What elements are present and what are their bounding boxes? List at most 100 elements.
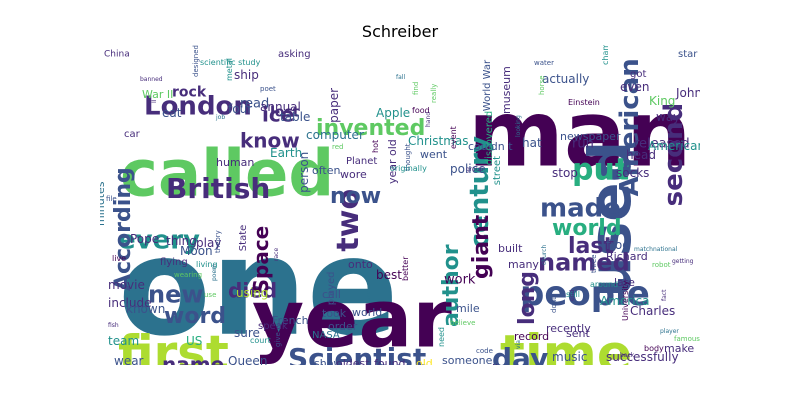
cloud-word: King [649, 94, 675, 108]
cloud-word: work [444, 273, 476, 288]
cloud-word-small: famous [674, 335, 700, 343]
cloud-word: long [515, 271, 540, 325]
cloud-word: street [492, 156, 503, 185]
cloud-word: line [492, 362, 512, 365]
cloud-word-small: three [590, 254, 598, 273]
cloud-word: British [166, 172, 270, 205]
cloud-word: put [572, 153, 629, 188]
cloud-word-small: food [412, 106, 430, 115]
cloud-word: discovered [484, 111, 495, 165]
cloud-word: paper [327, 88, 341, 123]
cloud-word: every [118, 225, 200, 255]
cloud-word: rock [172, 84, 207, 100]
cloud-word: Space [249, 226, 273, 294]
cloud-word: way [656, 110, 680, 124]
cloud-word: Christmas [408, 134, 469, 148]
cloud-word-small: better [401, 256, 410, 281]
cloud-word-small: fish [108, 322, 119, 329]
cloud-word: ship [234, 68, 259, 82]
cloud-word-small: originally [390, 164, 427, 173]
cloud-word: head [626, 148, 656, 162]
cloud-word: Queen [228, 354, 267, 365]
cloud-word: world [552, 216, 622, 241]
cloud-word: asking [278, 49, 311, 60]
cloud-word: star [678, 49, 698, 60]
cloud-word: person [297, 152, 311, 193]
cloud-word: oldest [336, 357, 370, 365]
cloud-word: now [330, 184, 381, 209]
cloud-word-small: still [566, 290, 580, 299]
cloud-word: US [186, 334, 202, 348]
cloud-word-small: II [151, 99, 158, 103]
cloud-word-small: job [215, 114, 225, 121]
cloud-word: released [634, 137, 690, 152]
cloud-word: know [240, 128, 300, 152]
cloud-word: call [322, 288, 341, 301]
cloud-word: people [520, 274, 650, 314]
cloud-word: onto [348, 258, 373, 271]
cloud-word: best [376, 268, 402, 282]
cloud-word-small: body [644, 344, 664, 353]
cloud-word-small: University [621, 280, 630, 321]
cloud-word-small: water [534, 59, 554, 67]
cloud-word-small: red [332, 143, 343, 151]
cloud-word: invented [316, 116, 425, 141]
cloud-word: record [514, 330, 549, 343]
cloud-word: Moon [180, 244, 213, 258]
cloud-word: couldn t [468, 140, 513, 153]
cloud-word-small: poet [260, 85, 276, 93]
cloud-word-small: end [569, 290, 576, 301]
cloud-word: French [272, 314, 309, 327]
cloud-word-small: court [250, 336, 271, 345]
cloud-word: new [148, 281, 204, 309]
cloud-word: day [492, 342, 548, 365]
cloud-word: built [498, 242, 523, 255]
cloud-word: America [600, 294, 650, 308]
cloud-word: second [659, 103, 689, 207]
cloud-word-small: wearing [174, 271, 202, 279]
cloud-word: one [118, 209, 398, 365]
cloud-word-small: group [466, 166, 484, 173]
cloud-word-small: getting [672, 258, 694, 265]
cloud-word: music [552, 350, 587, 364]
cloud-word-small: believe [450, 319, 475, 327]
cloud-word: socks [616, 166, 649, 180]
cloud-word-small: need [437, 327, 446, 347]
cloud-word: computer [306, 128, 364, 142]
cloud-word: two [331, 189, 366, 252]
cloud-word: successfully [606, 350, 679, 364]
cloud-word: even [620, 80, 649, 94]
cloud-word-small: thought [404, 143, 412, 171]
cloud-word: minutes [100, 181, 107, 226]
cloud-word: played [326, 272, 337, 306]
cloud-word: died [228, 278, 277, 302]
cloud-word-small: code [476, 347, 493, 355]
cloud-word: sure [234, 326, 260, 340]
cloud-word: wore [340, 168, 367, 181]
cloud-word: order [328, 320, 358, 333]
cloud-word-small: poem [211, 264, 218, 281]
cloud-word-small: hot [371, 140, 380, 153]
cloud-word: John [675, 86, 700, 100]
cloud-word: play [196, 236, 221, 250]
cloud-word: giant [469, 214, 494, 279]
cloud-word: include [108, 296, 151, 310]
cloud-word-small: back [620, 352, 635, 359]
cloud-word: actually [542, 72, 589, 86]
cloud-word: year old [386, 139, 399, 184]
cloud-word-small: hand [425, 112, 432, 127]
cloud-word: Richard [606, 250, 648, 263]
cloud-word-small: theory [214, 230, 222, 253]
cloud-word: Pope [130, 232, 159, 246]
cloud-word: State [238, 225, 249, 251]
cloud-word-small: see [365, 290, 372, 301]
cloud-word: many [508, 258, 539, 271]
cloud-word: read [240, 97, 269, 112]
cloud-word: show [314, 357, 342, 365]
cloud-word: China [104, 49, 130, 59]
cloud-word-small: scientific study [200, 58, 261, 67]
cloud-word: stop [552, 166, 578, 180]
cloud-word-small: designed [192, 45, 200, 77]
cloud-word: made [540, 193, 621, 223]
